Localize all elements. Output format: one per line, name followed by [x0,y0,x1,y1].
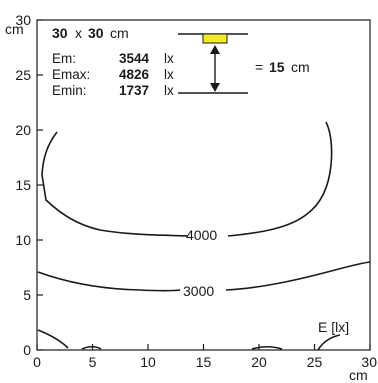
x-tick-label: 10 [140,354,156,370]
contour-bottom-small [81,345,102,350]
stat-emin-value: 1737 [119,83,150,98]
size-separator: x [75,25,82,41]
arrow-up-head [210,45,220,54]
contour-bottom-right-small [251,345,283,350]
x-tick-label: 5 [88,354,97,370]
distance-prefix: = [255,59,264,75]
stat-em-unit: lx [164,51,174,66]
y-tick-label: 5 [23,287,31,303]
y-tick-label: 10 [15,232,31,248]
x-tick-label: 25 [306,354,323,370]
lamp-icon [202,33,228,44]
stat-emax-value: 4826 [119,67,150,82]
size-unit: cm [110,25,129,41]
contour-label-3000: 3000 [183,283,215,299]
size-value-b: 30 [88,25,104,41]
y-tick-label: 30 [15,12,31,28]
quantity-label: E [lx] [318,319,350,335]
contour-right-lower [317,334,341,351]
y-tick-label: 25 [15,67,31,83]
contour-4000 [41,121,333,237]
y-tick-label: 20 [15,122,31,138]
stat-em-label: Em: [52,51,77,66]
stat-emax-unit: lx [164,67,174,82]
x-tick-label: 0 [33,354,41,370]
stat-emin-label: Emin: [52,83,87,98]
contour-3000 [37,261,371,292]
stat-emin-unit: lx [164,83,174,98]
x-tick-label: 20 [251,354,267,370]
distance-unit: cm [291,59,310,75]
contour-left-lower [37,329,69,349]
contour-label-4000: 4000 [186,227,218,243]
x-axis-unit: cm [349,367,368,383]
arrow-down-head [210,83,220,92]
y-tick-label: 15 [15,177,31,193]
stat-em-value: 3544 [119,51,150,66]
y-tick-label: 0 [23,342,31,358]
x-tick-label: 30 [361,354,377,370]
x-tick-label: 15 [195,354,212,370]
x-axis-ticks [36,344,371,350]
y-axis-ticks [37,19,43,351]
distance-value: 15 [269,59,285,75]
y-axis-unit: cm [5,21,24,37]
stat-emax-label: Emax: [52,67,91,82]
size-value-a: 30 [52,25,68,41]
